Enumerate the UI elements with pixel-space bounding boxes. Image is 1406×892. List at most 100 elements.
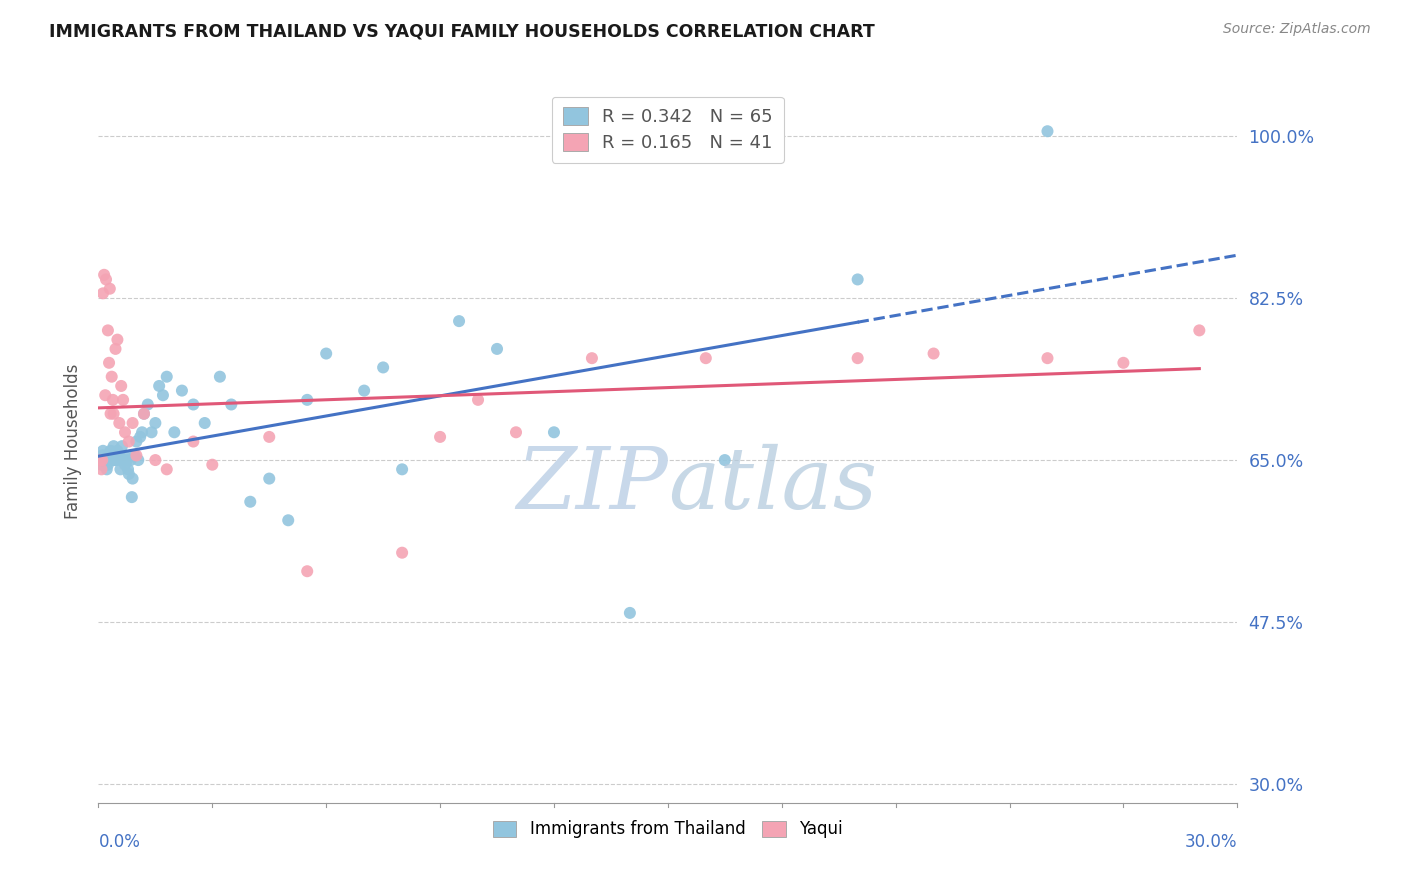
Point	[846, 351, 869, 366]
Point	[107, 333, 129, 347]
Point	[353, 384, 375, 398]
Point	[97, 458, 120, 472]
Point	[145, 416, 167, 430]
Point	[148, 379, 170, 393]
Point	[127, 453, 149, 467]
Point	[94, 453, 117, 467]
Point	[108, 449, 131, 463]
Point	[110, 453, 132, 467]
Point	[89, 453, 111, 467]
Point	[391, 462, 413, 476]
Point	[91, 443, 114, 458]
Point	[120, 453, 142, 467]
Point	[118, 467, 141, 481]
Point	[156, 369, 179, 384]
Point	[121, 472, 143, 486]
Point	[543, 425, 565, 440]
Text: ZIP: ZIP	[516, 443, 668, 526]
Point	[125, 434, 148, 449]
Point	[112, 453, 135, 467]
Point	[145, 453, 167, 467]
Point	[114, 458, 136, 472]
Text: Source: ZipAtlas.com: Source: ZipAtlas.com	[1223, 22, 1371, 37]
Text: IMMIGRANTS FROM THAILAND VS YAQUI FAMILY HOUSEHOLDS CORRELATION CHART: IMMIGRANTS FROM THAILAND VS YAQUI FAMILY…	[49, 22, 875, 40]
Point	[100, 449, 122, 463]
Point	[104, 449, 127, 463]
Point	[131, 425, 153, 440]
Point	[91, 449, 114, 463]
Point	[114, 425, 136, 440]
Point	[129, 430, 152, 444]
Point	[121, 416, 143, 430]
Point	[98, 356, 121, 370]
Point	[117, 462, 139, 476]
Text: 30.0%: 30.0%	[1185, 833, 1237, 851]
Point	[297, 564, 319, 578]
Point	[239, 494, 262, 508]
Point	[1112, 356, 1135, 370]
Point	[94, 388, 117, 402]
Point	[125, 449, 148, 463]
Point	[297, 392, 319, 407]
Point	[111, 439, 134, 453]
Point	[467, 392, 489, 407]
Point	[194, 416, 217, 430]
Point	[105, 453, 128, 467]
Point	[156, 462, 179, 476]
Point	[110, 462, 132, 476]
Point	[447, 314, 470, 328]
Point	[93, 453, 115, 467]
Point	[100, 369, 122, 384]
Point	[107, 443, 129, 458]
Point	[922, 346, 945, 360]
Point	[208, 369, 231, 384]
Point	[103, 453, 125, 467]
Point	[121, 490, 143, 504]
Point	[89, 453, 111, 467]
Point	[98, 449, 121, 463]
Point	[100, 407, 122, 421]
Point	[118, 434, 141, 449]
Point	[90, 458, 112, 472]
Point	[170, 384, 193, 398]
Point	[1036, 351, 1059, 366]
Point	[201, 458, 224, 472]
Point	[103, 439, 125, 453]
Point	[91, 286, 114, 301]
Point	[695, 351, 717, 366]
Point	[259, 430, 281, 444]
Point	[90, 462, 112, 476]
Point	[1036, 124, 1059, 138]
Point	[619, 606, 641, 620]
Point	[91, 453, 114, 467]
Point	[100, 443, 122, 458]
Point	[714, 453, 737, 467]
Point	[94, 449, 117, 463]
Point	[277, 513, 299, 527]
Point	[505, 425, 527, 440]
Legend: Immigrants from Thailand, Yaqui: Immigrants from Thailand, Yaqui	[486, 814, 849, 845]
Point	[429, 430, 451, 444]
Point	[97, 323, 120, 337]
Point	[152, 388, 174, 402]
Point	[183, 434, 205, 449]
Point	[136, 397, 159, 411]
Point	[221, 397, 243, 411]
Text: atlas: atlas	[668, 443, 877, 526]
Point	[391, 546, 413, 560]
Point	[132, 407, 155, 421]
Point	[846, 272, 869, 286]
Point	[96, 462, 118, 476]
Point	[486, 342, 509, 356]
Point	[98, 453, 121, 467]
Point	[104, 342, 127, 356]
Point	[115, 453, 138, 467]
Point	[108, 416, 131, 430]
Point	[98, 282, 121, 296]
Point	[101, 392, 124, 407]
Point	[183, 397, 205, 411]
Point	[1188, 323, 1211, 337]
Point	[103, 407, 125, 421]
Point	[124, 449, 146, 463]
Point	[259, 472, 281, 486]
